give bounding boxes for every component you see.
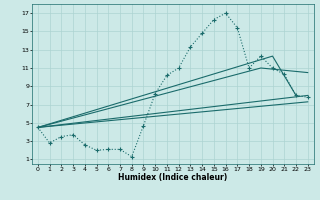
X-axis label: Humidex (Indice chaleur): Humidex (Indice chaleur) xyxy=(118,173,228,182)
